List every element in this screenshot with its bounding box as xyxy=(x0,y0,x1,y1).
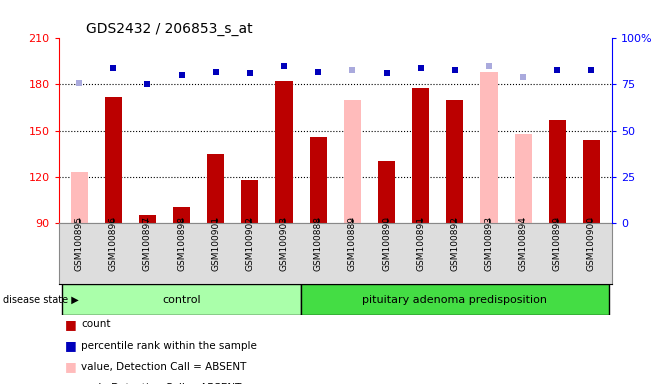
Bar xyxy=(447,100,464,223)
Bar xyxy=(583,140,600,223)
Text: GDS2432 / 206853_s_at: GDS2432 / 206853_s_at xyxy=(86,22,253,36)
Text: pituitary adenoma predisposition: pituitary adenoma predisposition xyxy=(363,295,547,305)
Text: ■: ■ xyxy=(65,360,77,373)
Bar xyxy=(105,97,122,223)
Bar xyxy=(139,215,156,223)
Text: disease state ▶: disease state ▶ xyxy=(3,295,79,305)
Text: percentile rank within the sample: percentile rank within the sample xyxy=(81,341,257,351)
Text: rank, Detection Call = ABSENT: rank, Detection Call = ABSENT xyxy=(81,383,242,384)
Text: value, Detection Call = ABSENT: value, Detection Call = ABSENT xyxy=(81,362,247,372)
Bar xyxy=(173,207,190,223)
Bar xyxy=(207,154,224,223)
Text: ■: ■ xyxy=(65,381,77,384)
Bar xyxy=(275,81,292,223)
Text: ■: ■ xyxy=(65,318,77,331)
Bar xyxy=(242,180,258,223)
Bar xyxy=(480,72,497,223)
Bar xyxy=(514,134,532,223)
Bar xyxy=(412,88,429,223)
Bar xyxy=(301,284,609,315)
Text: count: count xyxy=(81,319,111,329)
Bar xyxy=(549,120,566,223)
Text: control: control xyxy=(162,295,201,305)
Bar xyxy=(344,100,361,223)
Bar xyxy=(62,284,301,315)
Bar xyxy=(378,161,395,223)
Bar xyxy=(70,172,88,223)
Bar xyxy=(310,137,327,223)
Text: ■: ■ xyxy=(65,339,77,352)
